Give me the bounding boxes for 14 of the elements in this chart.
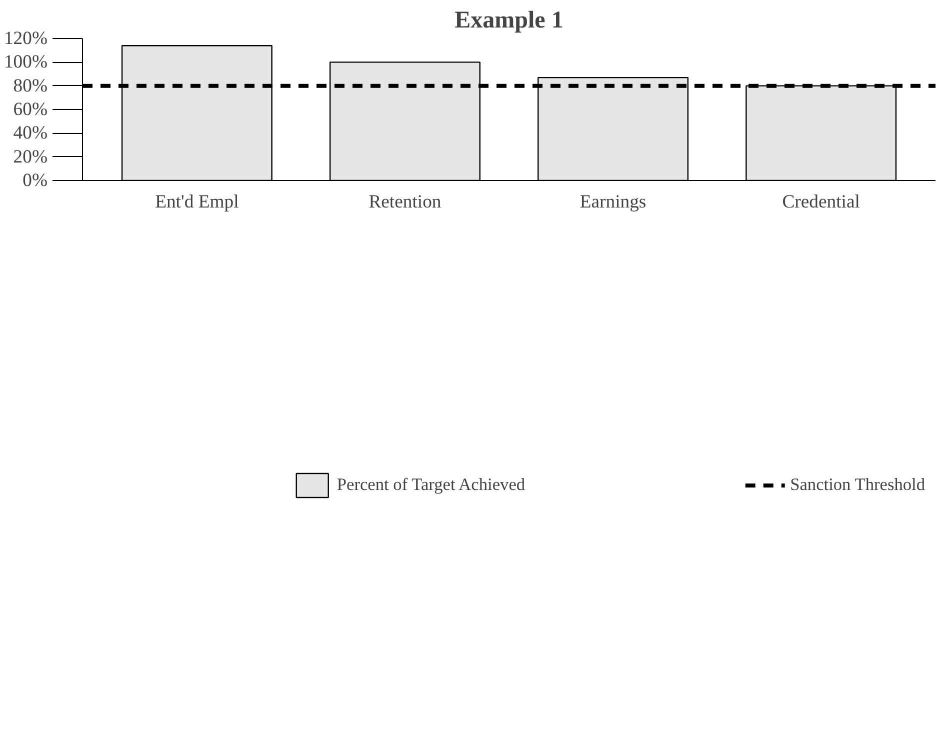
y-tick-label: 100%	[4, 52, 48, 73]
legend-label: Sanction Threshold	[790, 475, 925, 495]
x-tick-label: Ent'd Empl	[155, 192, 239, 212]
x-tick-label: Credential	[782, 192, 860, 212]
y-tick-label: 20%	[13, 146, 48, 168]
x-tick-label: Earnings	[580, 192, 646, 212]
y-tick-label: 80%	[13, 75, 48, 96]
y-tick-label: 0%	[22, 170, 48, 191]
y-tick-label: 60%	[13, 99, 48, 120]
y-tick-label: 40%	[13, 122, 48, 144]
legend-label: Percent of Target Achieved	[336, 475, 526, 495]
chart-title: Example 1	[454, 8, 564, 34]
y-tick-label: 120%	[4, 28, 48, 49]
x-tick-label: Retention	[368, 192, 442, 212]
